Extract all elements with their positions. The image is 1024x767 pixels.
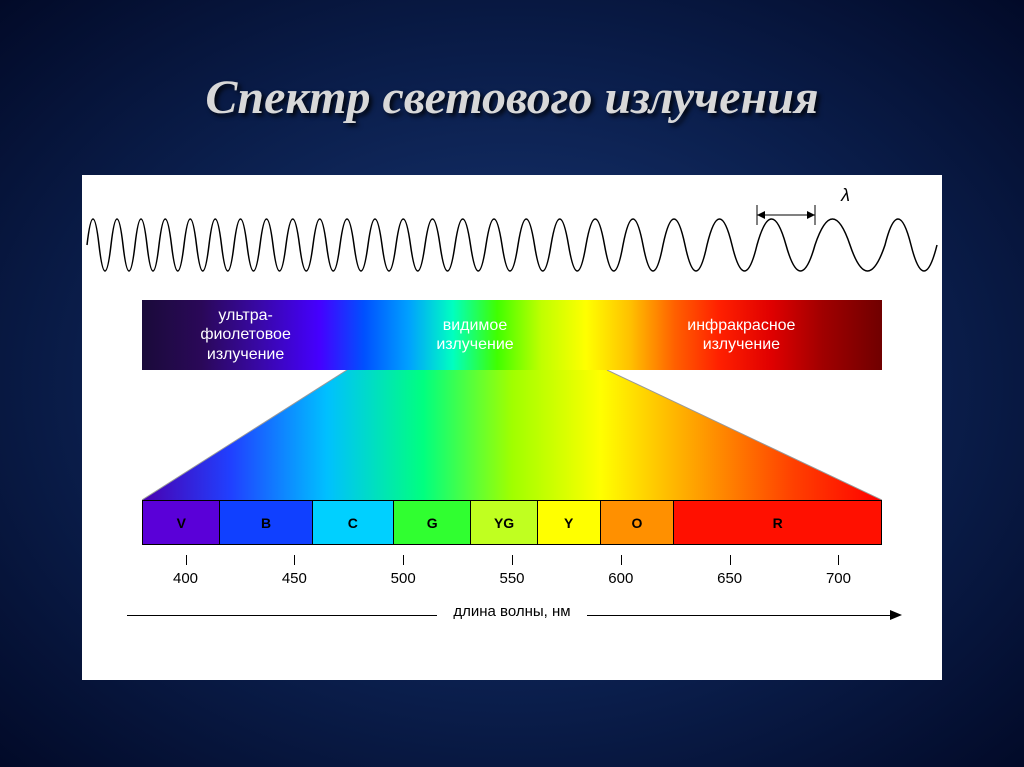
axis-tick-label: 450 <box>282 570 307 587</box>
axis-tick <box>838 555 839 565</box>
color-band-c: C <box>313 501 394 544</box>
axis-tick-label: 700 <box>826 570 851 587</box>
uv-label: ультра-фиолетовоеизлучение <box>142 306 349 364</box>
spectrum-diagram: λ ультра-фиолетовоеизлучение видимоеизлу… <box>82 175 942 680</box>
wavelength-axis: 400 450 500 550 600 650 700 длина волны, нм <box>142 545 882 665</box>
axis-tick <box>186 555 187 565</box>
axis-tick-label: 600 <box>608 570 633 587</box>
lambda-symbol: λ <box>841 185 850 206</box>
axis-tick <box>730 555 731 565</box>
axis-tick <box>621 555 622 565</box>
expansion-trapezoid <box>142 370 882 500</box>
axis-tick <box>512 555 513 565</box>
wave-section: λ <box>82 175 942 295</box>
color-band-b: B <box>220 501 312 544</box>
color-band-yg: YG <box>471 501 537 544</box>
color-band-g: G <box>394 501 471 544</box>
color-band-y: Y <box>538 501 601 544</box>
color-band-v: V <box>143 501 220 544</box>
axis-tick <box>294 555 295 565</box>
ir-label: инфракрасноеизлучение <box>601 316 882 354</box>
color-band-o: O <box>601 501 675 544</box>
wave-svg <box>82 175 942 295</box>
axis-tick-label: 500 <box>391 570 416 587</box>
axis-tick <box>403 555 404 565</box>
spectrum-gradient-bar: ультра-фиолетовоеизлучение видимоеизлуче… <box>142 300 882 370</box>
visible-label: видимоеизлучение <box>349 316 601 354</box>
trapezoid-svg <box>142 370 882 500</box>
axis-arrow-icon <box>890 610 902 620</box>
slide-title: Спектр светового излучения <box>0 0 1024 125</box>
color-band-r: R <box>674 501 881 544</box>
axis-tick-label: 400 <box>173 570 198 587</box>
axis-title: длина волны, нм <box>437 603 587 620</box>
axis-tick-label: 550 <box>499 570 524 587</box>
axis-tick-label: 650 <box>717 570 742 587</box>
color-bands-row: VBCGYGYOR <box>142 500 882 545</box>
